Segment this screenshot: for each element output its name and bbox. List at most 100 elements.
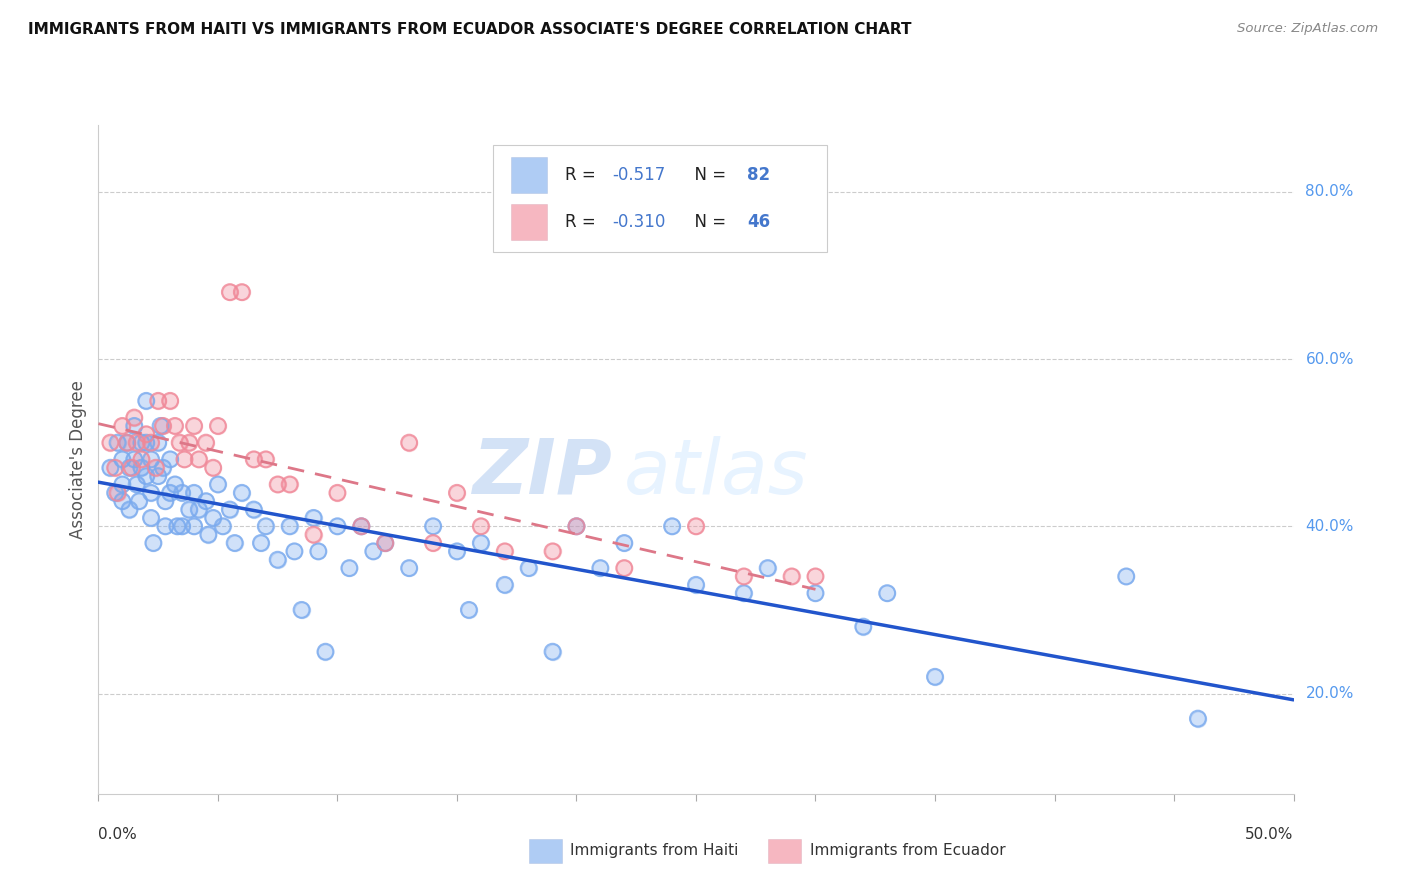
Point xyxy=(169,435,191,450)
Point xyxy=(565,519,588,533)
Bar xyxy=(510,156,547,194)
Text: 20.0%: 20.0% xyxy=(1305,686,1354,701)
Point xyxy=(224,536,246,550)
Point xyxy=(541,645,564,659)
Point xyxy=(159,393,181,408)
Point xyxy=(124,452,146,467)
Point xyxy=(107,435,129,450)
Point xyxy=(135,427,157,442)
Point xyxy=(219,502,242,516)
Text: R =: R = xyxy=(565,166,600,184)
Point xyxy=(613,561,636,575)
Text: Immigrants from Haiti: Immigrants from Haiti xyxy=(571,843,740,858)
Point xyxy=(142,536,165,550)
Point xyxy=(231,485,253,500)
Point xyxy=(243,452,266,467)
Point xyxy=(135,469,157,483)
Point xyxy=(446,544,468,558)
Point xyxy=(104,460,127,475)
Point xyxy=(254,452,277,467)
Text: -0.310: -0.310 xyxy=(612,213,665,231)
Point xyxy=(283,544,305,558)
Text: Immigrants from Ecuador: Immigrants from Ecuador xyxy=(810,843,1005,858)
Point xyxy=(152,418,174,433)
Point xyxy=(124,452,146,467)
Point xyxy=(131,435,153,450)
Point xyxy=(422,536,444,550)
Point xyxy=(315,645,337,659)
Point xyxy=(142,536,165,550)
Point xyxy=(155,494,177,508)
Point xyxy=(470,536,492,550)
Point xyxy=(283,544,305,558)
Point xyxy=(187,452,209,467)
Point xyxy=(115,435,138,450)
Point xyxy=(243,452,266,467)
Point xyxy=(139,435,162,450)
Text: N =: N = xyxy=(685,166,731,184)
Point xyxy=(374,536,396,550)
Point xyxy=(183,418,205,433)
Text: R =: R = xyxy=(565,213,600,231)
Point xyxy=(780,569,803,583)
Point xyxy=(98,460,122,475)
Point xyxy=(135,435,157,450)
Point xyxy=(159,485,181,500)
Point xyxy=(470,536,492,550)
Point xyxy=(135,469,157,483)
Point xyxy=(124,418,146,433)
Point xyxy=(685,578,707,592)
Point xyxy=(685,578,707,592)
Point xyxy=(363,544,385,558)
Text: 82: 82 xyxy=(748,166,770,184)
Point xyxy=(179,435,201,450)
Point xyxy=(1187,712,1209,726)
Point xyxy=(173,452,195,467)
Point xyxy=(804,569,827,583)
Point xyxy=(104,485,127,500)
Point xyxy=(337,561,360,575)
Point xyxy=(517,561,540,575)
Point xyxy=(231,285,253,299)
Point xyxy=(756,561,779,575)
Point xyxy=(194,435,217,450)
Point xyxy=(219,285,242,299)
Point xyxy=(231,485,253,500)
Point xyxy=(194,494,217,508)
Point xyxy=(183,519,205,533)
Point xyxy=(148,435,170,450)
Point xyxy=(733,569,755,583)
Point xyxy=(173,452,195,467)
Point xyxy=(517,561,540,575)
Point xyxy=(172,485,194,500)
Point xyxy=(337,561,360,575)
Point xyxy=(302,511,325,525)
Point xyxy=(104,460,127,475)
Point xyxy=(149,418,172,433)
Point xyxy=(202,511,225,525)
Point xyxy=(422,519,444,533)
Point xyxy=(290,603,312,617)
Point xyxy=(541,544,564,558)
Point xyxy=(179,502,201,516)
Point xyxy=(202,460,225,475)
Point xyxy=(219,285,242,299)
Point xyxy=(98,435,122,450)
Point xyxy=(149,418,172,433)
Point xyxy=(111,494,134,508)
Point xyxy=(125,477,148,491)
Point xyxy=(398,435,420,450)
Point xyxy=(183,418,205,433)
Point xyxy=(139,511,162,525)
Point xyxy=(374,536,396,550)
Point xyxy=(254,452,277,467)
Point xyxy=(278,477,301,491)
Point xyxy=(302,511,325,525)
Point xyxy=(231,285,253,299)
Point xyxy=(107,435,129,450)
Text: 60.0%: 60.0% xyxy=(1305,351,1354,367)
Point xyxy=(804,586,827,600)
Point xyxy=(131,460,153,475)
Point xyxy=(565,519,588,533)
Point xyxy=(111,452,134,467)
